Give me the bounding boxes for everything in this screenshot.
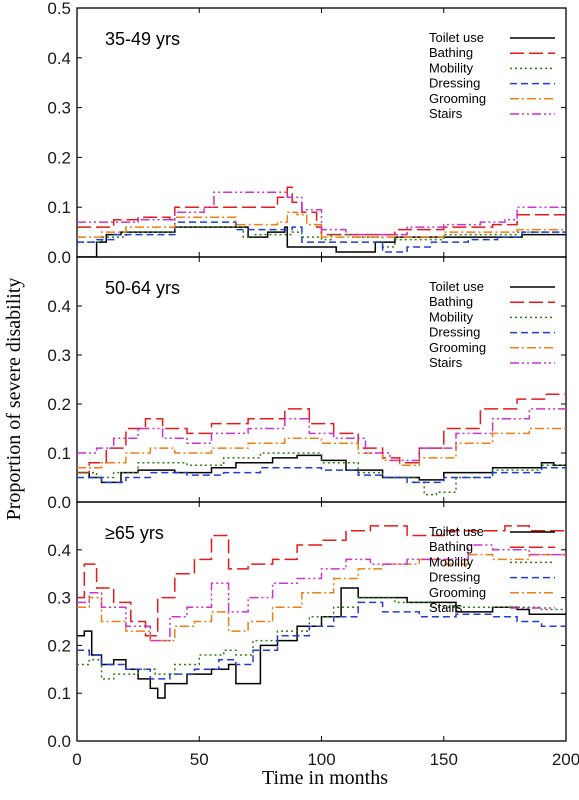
legend-label: Grooming (429, 340, 486, 355)
legend-label: Toilet use (429, 524, 484, 539)
y-tick-label: 0.3 (47, 99, 71, 118)
x-tick-label: 100 (307, 750, 335, 769)
series-line-stairs (77, 404, 566, 462)
legend: Toilet useBathingMobilityDressingGroomin… (429, 524, 555, 615)
series-line-grooming (77, 211, 566, 238)
legend-label: Dressing (429, 570, 480, 585)
legend: Toilet useBathingMobilityDressingGroomin… (429, 279, 555, 370)
y-tick-label: 0.3 (47, 589, 71, 608)
series-line-toilet-use (77, 226, 566, 257)
series-line-stairs (77, 544, 566, 642)
series-line-grooming (77, 427, 566, 469)
series-line-mobility (77, 452, 566, 496)
y-tick-label: 0.5 (47, 0, 71, 18)
series-lines (77, 186, 566, 257)
y-tick-label: 0.3 (47, 346, 71, 365)
x-tick-label: 50 (190, 750, 209, 769)
x-axis-ticks: 0 50 100 150 200 (72, 750, 579, 769)
legend-label: Stairs (429, 355, 463, 370)
series-line-stairs (77, 191, 566, 236)
legend-label: Mobility (429, 309, 474, 324)
y-tick-label: 0.0 (47, 732, 71, 751)
y-tick-label: 0.4 (47, 49, 71, 68)
legend-label: Toilet use (429, 30, 484, 45)
y-tick-label: 0.1 (47, 444, 71, 463)
panel-title: ≥65 yrs (105, 523, 164, 543)
legend-label: Mobility (429, 554, 474, 569)
series-line-dressing (77, 466, 566, 484)
legend-label: Dressing (429, 325, 480, 340)
legend-label: Bathing (429, 45, 473, 60)
chart-panels: 0.00.10.20.30.40.535-49 yrs Toilet useBat… (47, 0, 567, 751)
y-tick-label: 0.2 (47, 395, 71, 414)
y-tick-label: 0.4 (47, 297, 71, 316)
legend-label: Dressing (429, 76, 480, 91)
x-tick-label: 0 (72, 750, 81, 769)
legend-label: Bathing (429, 539, 473, 554)
panel-title: 35-49 yrs (105, 29, 180, 49)
y-tick-label: 0.2 (47, 636, 71, 655)
series-line-mobility (77, 596, 566, 680)
series-line-bathing (77, 525, 566, 637)
legend-label: Toilet use (429, 279, 484, 294)
legend-label: Bathing (429, 294, 473, 309)
y-tick-label: 0.0 (47, 248, 71, 267)
series-line-dressing (77, 601, 566, 680)
legend: Toilet useBathingMobilityDressingGroomin… (429, 30, 555, 121)
series-line-bathing (77, 393, 566, 474)
panel-title: 50-64 yrs (105, 278, 180, 298)
y-tick-label: 0.1 (47, 198, 71, 217)
x-tick-label: 200 (552, 750, 579, 769)
x-tick-label: 150 (430, 750, 458, 769)
y-tick-label: 0.2 (47, 148, 71, 167)
panel-3: 0.0 0.1 0.2 0.3 0.4 ≥65 yrs Toilet useBathingM… (47, 501, 567, 751)
panel-1: 0.0 0.1 0.2 0.3 0.4 0.5 35-49 yrs Toilet useBat… (47, 0, 567, 267)
series-line-toilet-use (77, 454, 566, 484)
legend-label: Stairs (429, 106, 463, 121)
series-line-dressing (77, 221, 566, 253)
series-line-bathing (77, 186, 566, 236)
legend-label: Mobility (429, 60, 474, 75)
series-lines (77, 525, 566, 699)
y-tick-label: 0.4 (47, 541, 71, 560)
y-tick-label: 0.1 (47, 684, 71, 703)
x-axis-label: Time in months (262, 767, 388, 789)
legend-label: Grooming (429, 585, 486, 600)
series-lines (77, 393, 566, 496)
legend-label: Grooming (429, 91, 486, 106)
series-line-grooming (77, 553, 566, 642)
y-tick-label: 0.0 (47, 493, 71, 512)
series-line-toilet-use (77, 587, 566, 699)
panel-2: 0.0 0.1 0.2 0.3 0.4 50-64 yrs Toilet useBathin… (47, 256, 567, 512)
legend-label: Stairs (429, 600, 463, 615)
y-axis-label: Proportion of severe disability (3, 278, 25, 521)
